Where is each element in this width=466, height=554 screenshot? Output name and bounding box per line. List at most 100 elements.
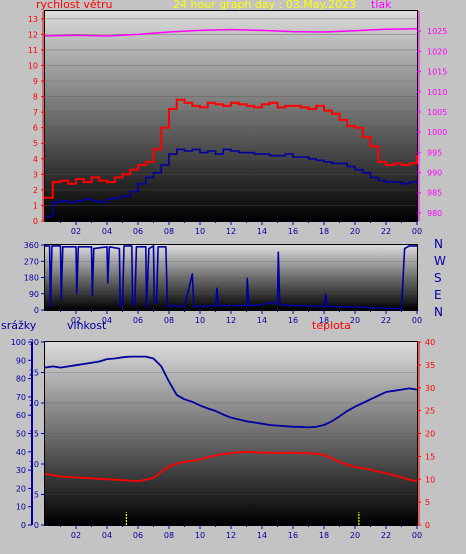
rain-tick-label-7: 70 <box>16 393 26 402</box>
bottom-hour-tick-label-7: 16 <box>288 531 298 540</box>
temperature-tick-label-0: 0 <box>425 521 430 530</box>
pressure-tick-label-6: 1010 <box>427 88 447 97</box>
temperature-tick-label-4: 20 <box>425 430 435 439</box>
pressure-tick-label-3: 995 <box>427 148 442 157</box>
wind-tick-label-12: 12 <box>28 30 38 39</box>
direction-tick-label-0: 0 <box>34 306 39 315</box>
pressure-tick-label-4: 1000 <box>427 128 447 137</box>
rain-tick-label-0: 0 <box>21 521 26 530</box>
rain-tick-label-10: 100 <box>11 338 26 347</box>
wind-gust-point <box>136 163 140 167</box>
bottom-hour-tick-label-2: 06 <box>133 531 143 540</box>
wind-gust-point <box>284 104 287 107</box>
wind-gust-point <box>353 126 357 129</box>
pressure-tick-label-8: 1020 <box>427 47 447 56</box>
bottom-hour-tick-label-9: 20 <box>350 531 360 540</box>
rain-tick-label-4: 40 <box>16 448 26 457</box>
bottom-hour-tick-label-6: 14 <box>257 531 267 540</box>
wind-gust-point <box>229 101 233 104</box>
wind-gust-point <box>167 107 171 111</box>
rain-tick-label-3: 30 <box>16 466 26 475</box>
wind-gust-point <box>51 181 54 184</box>
humidity-tick-label-2: 10 <box>29 460 39 469</box>
wind-gust-point <box>43 196 47 199</box>
wind-tick-label-5: 5 <box>33 139 38 148</box>
wind-gust-point <box>276 106 279 109</box>
wind-gust-point <box>175 98 178 101</box>
wind-gust-point <box>183 101 186 104</box>
direction-label-n-top: N <box>434 237 443 251</box>
humidity-tick-label-6: 30 <box>29 338 39 347</box>
wind-speed-axis-label: rychlost větru <box>36 0 113 11</box>
wind-direction-line <box>45 245 417 310</box>
direction-tick-label-1: 90 <box>29 290 39 299</box>
wind-tick-label-11: 11 <box>28 46 38 55</box>
wind-average-line <box>45 148 418 218</box>
rain-tick-label-5: 50 <box>16 430 26 439</box>
wind-gust-point <box>214 103 217 106</box>
wind-gust-point <box>152 148 155 151</box>
temperature-line <box>44 450 418 482</box>
wind-gust-point <box>253 106 256 109</box>
wind-gust-point <box>74 177 78 181</box>
pressure-tick-label-9: 1025 <box>427 27 447 36</box>
wind-tick-label-4: 4 <box>33 155 38 164</box>
wind-gust-point <box>206 101 209 104</box>
wind-gust-point <box>361 135 364 139</box>
wind-gust-point <box>268 101 271 104</box>
wind-tick-label-13: 13 <box>28 15 38 24</box>
wind-gust-point <box>237 103 240 106</box>
top-hour-tick-label-2: 06 <box>133 227 143 236</box>
middle-hour-tick-label-10: 22 <box>381 316 391 325</box>
wind-gust-point <box>384 163 388 167</box>
top-hour-tick-label-7: 16 <box>288 227 298 236</box>
middle-hour-tick-label-5: 12 <box>226 316 236 325</box>
wind-gust-point <box>113 176 116 179</box>
wind-gust-point <box>129 168 132 171</box>
middle-hour-tick-label-11: 00 <box>412 316 422 325</box>
top-hour-tick-label-9: 20 <box>350 227 360 236</box>
wind-gust-point <box>408 162 411 165</box>
wind-tick-label-7: 7 <box>33 108 38 117</box>
middle-hour-tick-label-1: 04 <box>102 316 112 325</box>
wind-gust-point <box>369 145 372 148</box>
humidity-tick-label-4: 20 <box>29 399 39 408</box>
direction-tick-label-2: 180 <box>24 274 39 283</box>
wind-gust-point <box>191 104 194 107</box>
pressure-tick-label-7: 1015 <box>427 68 447 77</box>
direction-tick-label-3: 270 <box>24 257 39 266</box>
rain-tick-label-8: 80 <box>16 375 26 384</box>
temperature-tick-label-2: 10 <box>425 475 435 484</box>
top-hour-tick-label-0: 02 <box>71 227 81 236</box>
middle-hour-tick-label-2: 06 <box>133 316 143 325</box>
humidity-line <box>44 355 418 429</box>
middle-hour-tick-label-8: 18 <box>319 316 329 325</box>
temperature-tick-label-7: 35 <box>425 361 435 370</box>
wind-gust-point <box>260 103 264 106</box>
wind-gust-point <box>400 163 403 167</box>
bottom-hour-tick-label-4: 10 <box>195 531 205 540</box>
bottom-hour-tick-label-3: 08 <box>164 531 174 540</box>
direction-label-e: E <box>434 288 442 302</box>
middle-hour-tick-label-7: 16 <box>288 316 298 325</box>
wind-tick-label-3: 3 <box>33 170 38 179</box>
temperature-tick-label-8: 40 <box>425 338 435 347</box>
bottom-hour-tick-label-11: 00 <box>412 531 422 540</box>
humidity-tick-label-1: 5 <box>34 491 39 500</box>
wind-gust-point <box>346 125 349 128</box>
temperature-tick-label-3: 15 <box>425 452 435 461</box>
pressure-axis-label: tlak <box>371 0 392 11</box>
wind-tick-label-1: 1 <box>33 201 38 210</box>
wind-gust-point <box>121 173 124 176</box>
wind-gust-point <box>299 106 302 109</box>
wind-gust-point <box>307 107 310 111</box>
rain-axis-label: srážky <box>1 319 37 332</box>
wind-gust-point <box>144 160 147 163</box>
middle-hour-tick-label-4: 10 <box>195 316 205 325</box>
direction-tick-label-4: 360 <box>24 241 39 250</box>
humidity-tick-label-3: 15 <box>29 430 39 439</box>
wind-gust-point <box>315 104 318 107</box>
pressure-tick-label-2: 990 <box>427 169 442 178</box>
wind-tick-label-10: 10 <box>28 61 38 70</box>
top-hour-tick-label-10: 22 <box>381 227 391 236</box>
